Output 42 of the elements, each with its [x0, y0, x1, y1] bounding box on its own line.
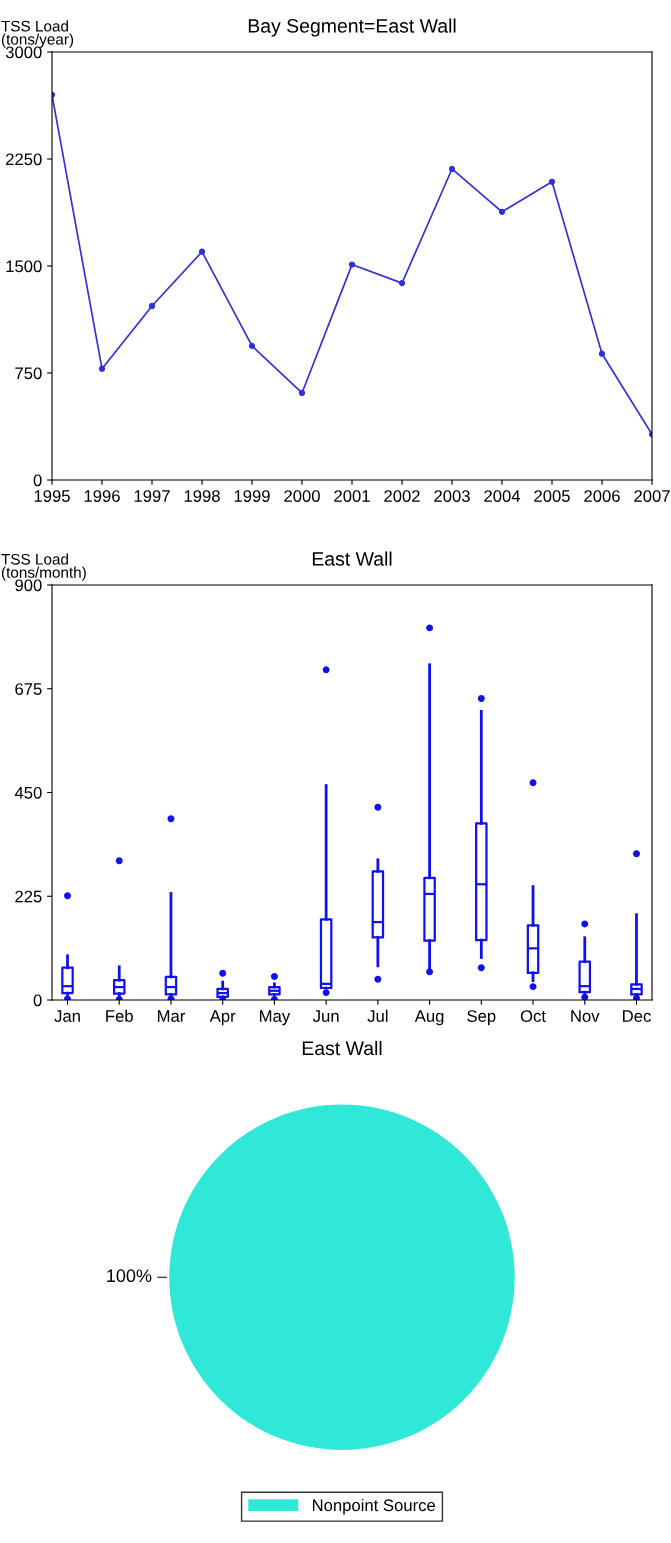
x-tick-label: Apr: [209, 1010, 236, 1026]
x-tick-label: May: [260, 1010, 291, 1026]
x-tick-label: 2007: [634, 490, 670, 502]
x-tick-label: 1996: [84, 490, 120, 502]
y-tick-label: 675: [15, 683, 42, 695]
x-tick-label: 1997: [134, 490, 170, 502]
x-tick-label: 2000: [284, 490, 320, 502]
data-label: 100%: [107, 1269, 152, 1283]
x-tick-label: 2004: [484, 490, 521, 502]
x-tick-label: 1995: [34, 490, 70, 502]
y-tick-label: 750: [15, 367, 42, 380]
x-tick-label: 2003: [434, 490, 470, 502]
y-tick-label: 0: [33, 994, 42, 1007]
x-tick-label: 2002: [384, 490, 420, 502]
x-tick-label: Dec: [623, 1010, 651, 1022]
y-tick-label: 0: [33, 474, 42, 487]
chart-title: East Wall: [302, 1040, 382, 1056]
x-tick-label: 2001: [334, 490, 370, 502]
x-tick-label: Jan: [54, 1010, 80, 1022]
x-tick-label: Oct: [520, 1010, 546, 1022]
x-tick-label: Aug: [414, 1010, 444, 1026]
x-tick-label: Nov: [571, 1010, 600, 1022]
chart-title: East Wall: [312, 551, 392, 566]
y-axis-title: TSS Load (tons/year): [1, 20, 74, 48]
y-tick-label: 3000: [5, 46, 42, 59]
x-tick-label: Feb: [106, 1009, 133, 1022]
y-axis-title: TSS Load (tons/month): [1, 553, 86, 581]
x-tick-label: 1998: [184, 490, 220, 502]
x-tick-label: 2006: [584, 490, 620, 502]
legend-label: Nonpoint Source: [312, 1498, 436, 1515]
x-tick-label: Sep: [467, 1010, 496, 1026]
y-tick-label: 2250: [6, 153, 42, 166]
y-tick-label: 1500: [6, 260, 42, 273]
y-tick-label: 450: [14, 786, 42, 799]
x-tick-label: Jun: [312, 1010, 339, 1022]
y-tick-label: 225: [15, 890, 42, 903]
y-tick-label: 900: [15, 579, 42, 592]
x-tick-label: Jul: [367, 1009, 388, 1022]
x-tick-label: 2005: [534, 490, 570, 502]
x-tick-label: Mar: [157, 1010, 186, 1022]
x-tick-label: 1999: [234, 490, 270, 502]
chart-title: Bay Segment=East Wall: [248, 18, 456, 37]
